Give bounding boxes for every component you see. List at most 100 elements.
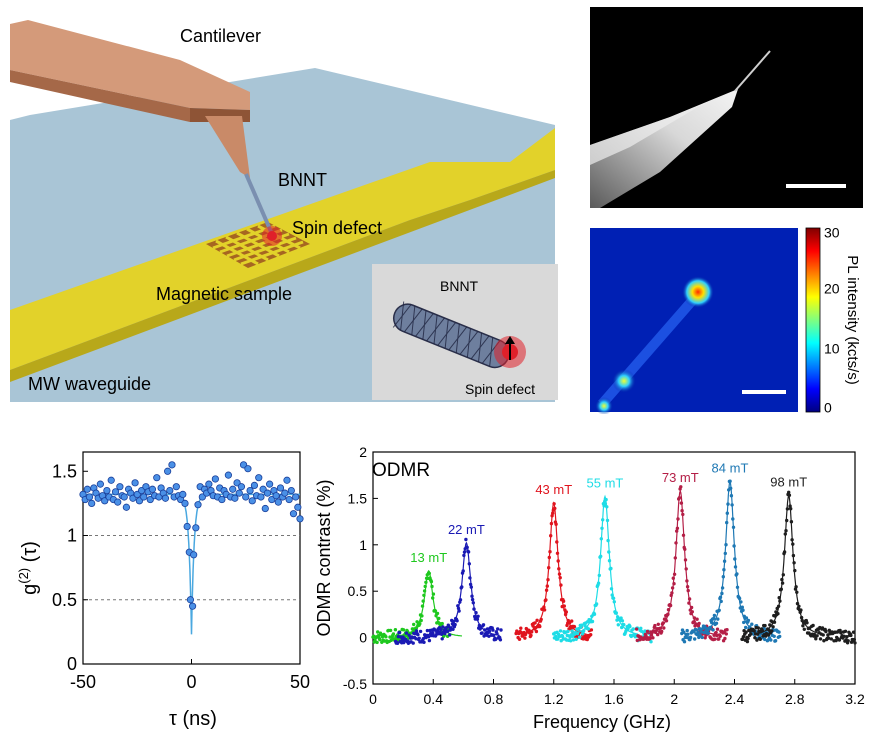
label-cantilever: Cantilever	[180, 26, 261, 46]
odmr-data-point	[531, 624, 535, 628]
cantilever	[10, 20, 250, 178]
odmr-ytick-label: 1.5	[348, 490, 368, 506]
odmr-data-point	[455, 619, 459, 623]
g2-data-point	[148, 485, 157, 493]
odmr-data-point	[574, 637, 578, 641]
odmr-data-point	[427, 635, 431, 639]
odmr-data-point	[577, 635, 582, 639]
bnnt-probe	[244, 173, 274, 235]
odmr-data-point	[682, 640, 687, 644]
odmr-data-point	[485, 627, 490, 631]
odmr-ytick-label: -0.5	[343, 676, 367, 692]
odmr-data-point	[393, 628, 398, 632]
odmr-xtick-label: 0.8	[484, 691, 504, 707]
odmr-data-point	[521, 634, 525, 638]
colorbar-label: PL intensity (kcts/s)	[844, 255, 861, 384]
odmr-data-point	[716, 617, 720, 621]
odmr-xtick-label: 2.8	[785, 691, 805, 707]
colorbar	[805, 227, 821, 413]
odmr-data-point	[384, 635, 388, 639]
g2-ytick-label: 0.5	[52, 590, 77, 610]
odmr-data-point	[753, 636, 757, 640]
odmr-data-point	[437, 616, 441, 621]
odmr-data-point	[852, 637, 856, 642]
odmr-data-point	[741, 637, 745, 641]
odmr-data-point	[397, 630, 402, 635]
g2-data-point	[263, 489, 272, 497]
odmr-xtick-label: 1.2	[544, 691, 564, 707]
odmr-data-point	[376, 630, 380, 634]
odmr-data-point	[703, 636, 707, 640]
odmr-data-point	[744, 625, 748, 630]
g2-data-point	[283, 476, 291, 484]
odmr-data-point	[401, 628, 406, 632]
g2-data-point	[183, 522, 191, 531]
odmr-data-point	[758, 637, 762, 641]
odmr-data-point	[417, 636, 421, 640]
spot-mid	[612, 369, 636, 393]
odmr-data-point	[653, 623, 657, 628]
odmr-data-point	[772, 634, 776, 638]
odmr-data-point	[746, 636, 750, 641]
odmr-xtick-label: 0	[369, 691, 377, 707]
odmr-data-point	[439, 627, 443, 632]
odmr-series-label: 98 mT	[770, 475, 807, 490]
odmr-data-point	[569, 639, 573, 643]
sem-image	[590, 7, 863, 208]
odmr-data-point	[787, 490, 791, 494]
odmr-data-point	[416, 633, 420, 637]
g2-data-point	[289, 510, 298, 518]
g2-ylabel-main: g	[19, 584, 41, 595]
g2-fit-line	[83, 493, 300, 635]
odmr-xtick-label: 2.4	[725, 691, 745, 707]
odmr-data-point	[723, 636, 727, 641]
odmr-data-point	[441, 625, 445, 629]
odmr-data-point	[697, 621, 701, 626]
odmr-data-point	[811, 623, 815, 628]
odmr-data-point	[744, 616, 749, 620]
odmr-data-point	[407, 633, 411, 637]
g2-data-point	[242, 493, 250, 501]
odmr-data-point	[533, 621, 537, 625]
odmr-data-point	[660, 629, 664, 634]
odmr-data-point	[706, 631, 710, 635]
g2-data-point	[192, 524, 200, 532]
colorbar-tick-30: 30	[824, 225, 840, 241]
odmr-xtick-label: 2	[670, 691, 678, 707]
odmr-data-point	[579, 623, 584, 627]
odmr-data-point	[411, 641, 415, 645]
odmr-data-point	[843, 629, 848, 633]
odmr-data-point	[839, 631, 843, 635]
odmr-data-point	[714, 621, 719, 625]
odmr-data-point	[649, 633, 654, 637]
odmr-data-point	[535, 618, 539, 622]
odmr-data-point	[396, 634, 400, 639]
odmr-data-point	[818, 637, 823, 641]
hot-spot	[682, 276, 714, 308]
odmr-fit-line	[755, 493, 822, 635]
pl-map-panel: 30 20 10 0 PL intensity (kcts/s)	[590, 224, 867, 416]
odmr-data-point	[422, 640, 426, 644]
g2-data-point	[274, 498, 282, 506]
odmr-data-point	[710, 620, 714, 625]
odmr-data-point	[815, 634, 819, 638]
g2-data-point	[246, 486, 254, 495]
odmr-ytick-label: 2	[359, 444, 367, 460]
colorbar-tick-0: 0	[824, 400, 832, 414]
g2-data-point	[272, 492, 280, 500]
odmr-data-point	[476, 614, 480, 618]
label-spin-defect: Spin defect	[292, 218, 382, 238]
odmr-data-point	[771, 625, 775, 629]
g2-xlabel: τ (ns)	[169, 708, 217, 730]
g2-data-point	[229, 485, 237, 493]
odmr-data-point	[682, 630, 686, 634]
odmr-fit-line	[571, 494, 639, 635]
odmr-data-point	[519, 626, 523, 630]
odmr-data-point	[586, 627, 591, 631]
g2-data-point	[194, 501, 202, 509]
g2-data-point	[266, 480, 274, 488]
g2-data-point	[186, 596, 195, 604]
odmr-data-point	[724, 632, 728, 636]
odmr-data-point	[693, 637, 697, 641]
g2-data-point	[116, 483, 124, 491]
